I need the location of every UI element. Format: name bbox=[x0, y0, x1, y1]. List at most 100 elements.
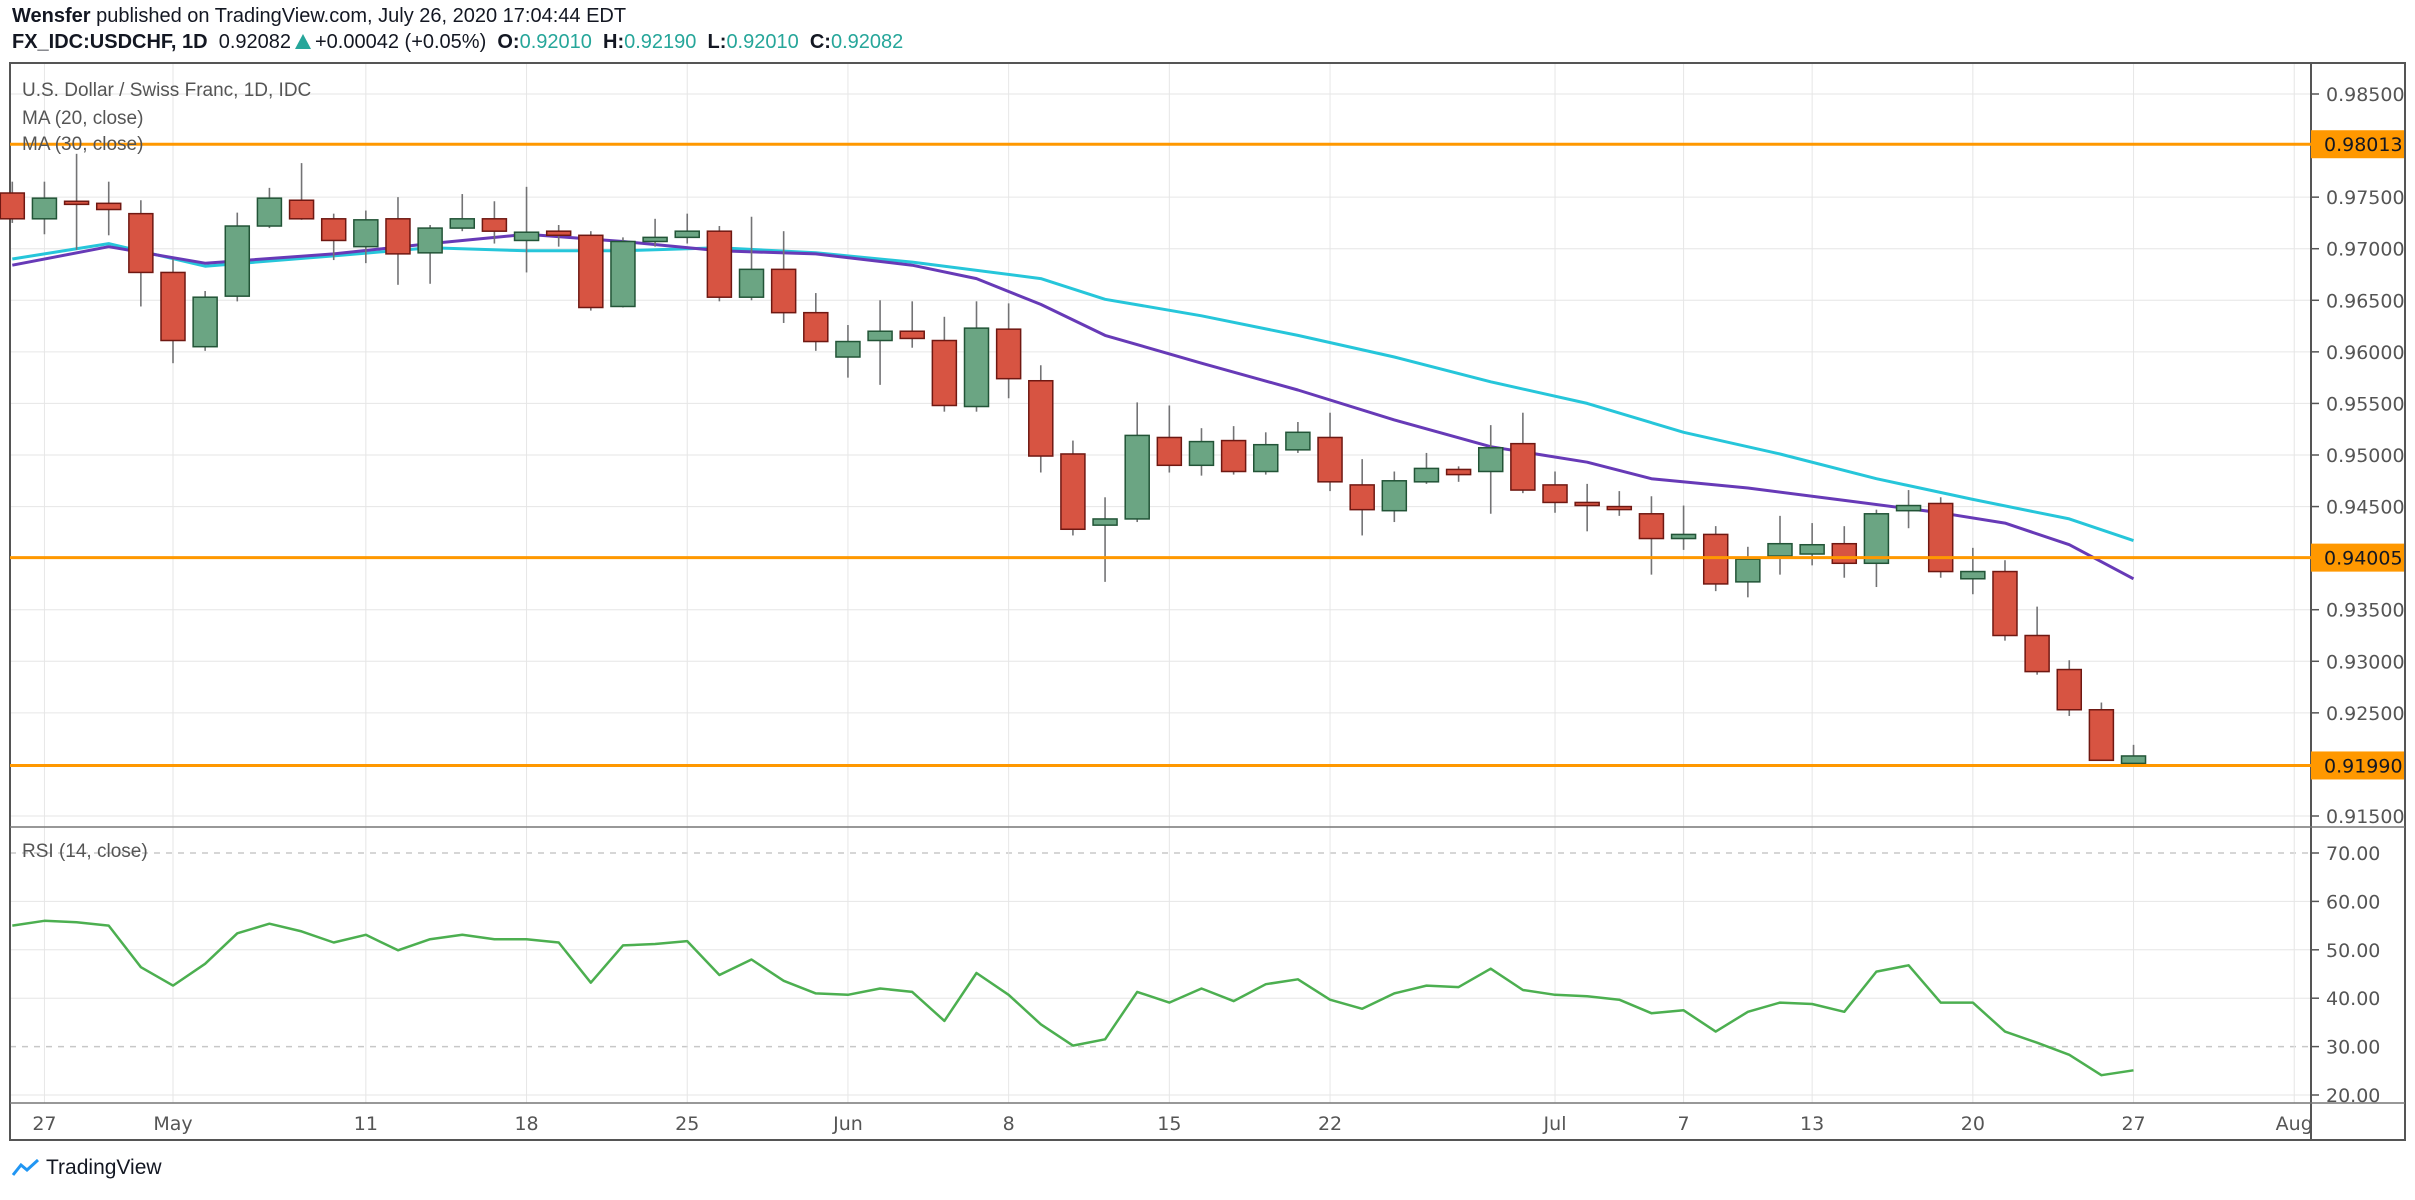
candle-body[interactable] bbox=[31, 197, 58, 220]
candle-body[interactable] bbox=[1124, 434, 1150, 520]
candle-body[interactable] bbox=[95, 202, 122, 211]
candle-body[interactable] bbox=[931, 339, 958, 407]
candle-body[interactable] bbox=[1445, 468, 1472, 476]
candle-body[interactable] bbox=[256, 197, 283, 227]
candle-body[interactable] bbox=[1477, 447, 1504, 473]
candle-body[interactable] bbox=[1188, 440, 1215, 467]
candle-body[interactable] bbox=[1285, 431, 1311, 451]
candle-body[interactable] bbox=[1510, 442, 1536, 491]
rsi-tick-label: 70.00 bbox=[2326, 843, 2380, 865]
candle-body[interactable] bbox=[1638, 513, 1665, 540]
candle-body[interactable] bbox=[1060, 453, 1086, 531]
candle-body[interactable] bbox=[2056, 668, 2083, 711]
ma20-legend[interactable]: MA (20, close) bbox=[22, 108, 144, 129]
series-title: U.S. Dollar / Swiss Franc, 1D, IDC bbox=[22, 80, 312, 101]
candle-body[interactable] bbox=[770, 268, 797, 314]
candle-body[interactable] bbox=[0, 192, 26, 220]
candle-body[interactable] bbox=[1381, 480, 1408, 512]
candle-body[interactable] bbox=[738, 268, 765, 298]
candle-body[interactable] bbox=[1574, 501, 1600, 507]
candle-body[interactable] bbox=[417, 227, 443, 254]
candle-body[interactable] bbox=[128, 212, 154, 274]
candle-body[interactable] bbox=[1156, 436, 1183, 467]
candle-body[interactable] bbox=[610, 240, 636, 308]
candle-body[interactable] bbox=[1606, 505, 1633, 511]
publish-info: Wensfer published on TradingView.com, Ju… bbox=[12, 5, 626, 28]
candle-body[interactable] bbox=[899, 330, 925, 340]
candle-body[interactable] bbox=[1702, 533, 1729, 585]
level-price-tag bbox=[2311, 751, 2404, 780]
candle-body[interactable] bbox=[1767, 542, 1793, 557]
level-price-tag bbox=[2311, 130, 2404, 159]
price-tick-label: 0.96000 bbox=[2326, 342, 2405, 364]
price-tick-label: 0.95500 bbox=[2326, 393, 2405, 415]
candle-body[interactable] bbox=[224, 225, 251, 297]
candle-body[interactable] bbox=[160, 271, 186, 342]
candle-body[interactable] bbox=[1799, 543, 1825, 555]
candle-body[interactable] bbox=[867, 330, 893, 342]
candle-body[interactable] bbox=[2024, 634, 2050, 673]
candle-body[interactable] bbox=[1863, 513, 1890, 565]
candle-body[interactable] bbox=[1960, 570, 1986, 580]
rsi-tick-label: 30.00 bbox=[2326, 1037, 2380, 1059]
rsi-tick-label: 50.00 bbox=[2326, 940, 2380, 962]
candle-body[interactable] bbox=[1317, 436, 1343, 483]
rsi-tick-label: 40.00 bbox=[2326, 988, 2380, 1010]
candle-body[interactable] bbox=[1735, 558, 1761, 583]
candle-body[interactable] bbox=[1220, 439, 1247, 473]
candle-body[interactable] bbox=[513, 231, 540, 242]
candle-body[interactable] bbox=[1253, 443, 1279, 473]
ma30-legend[interactable]: MA (30, close) bbox=[22, 134, 144, 155]
candle-body[interactable] bbox=[449, 218, 476, 229]
logo-text: TradingView bbox=[46, 1156, 162, 1179]
time-tick-label: Jun bbox=[832, 1113, 863, 1135]
candle-body[interactable] bbox=[835, 340, 861, 358]
candle-body[interactable] bbox=[1542, 484, 1568, 504]
last-price: 0.92082 bbox=[218, 31, 291, 53]
candle-body[interactable] bbox=[192, 296, 218, 348]
candle-body[interactable] bbox=[1992, 570, 2018, 637]
candle-body[interactable] bbox=[1413, 467, 1440, 483]
candle-body[interactable] bbox=[481, 218, 508, 232]
candle-body[interactable] bbox=[642, 236, 668, 243]
author-name[interactable]: Wensfer bbox=[12, 5, 91, 27]
tradingview-logo[interactable]: TradingView bbox=[12, 1156, 162, 1180]
candle-body[interactable] bbox=[2120, 755, 2147, 765]
candle-body[interactable] bbox=[578, 234, 604, 309]
candle-body[interactable] bbox=[674, 230, 700, 239]
rsi-tick-label: 20.00 bbox=[2326, 1085, 2380, 1107]
candle-body[interactable] bbox=[963, 327, 990, 408]
level-price-tag bbox=[2311, 543, 2404, 572]
time-tick-label: 13 bbox=[1800, 1113, 1824, 1135]
price-tick-label: 0.92500 bbox=[2326, 703, 2405, 725]
candle-body[interactable] bbox=[63, 200, 90, 206]
price-tick-label: 0.97000 bbox=[2326, 239, 2405, 261]
candle-body[interactable] bbox=[385, 218, 411, 255]
candle-body[interactable] bbox=[288, 199, 315, 220]
candle-body[interactable] bbox=[706, 230, 733, 298]
candle-body[interactable] bbox=[995, 328, 1022, 380]
candle-body[interactable] bbox=[353, 219, 379, 248]
high-value: 0.92190 bbox=[624, 31, 697, 53]
candle-body[interactable] bbox=[545, 230, 572, 237]
rsi-legend[interactable]: RSI (14, close) bbox=[22, 841, 148, 862]
candle-body[interactable] bbox=[1831, 542, 1858, 565]
candle-body[interactable] bbox=[1670, 533, 1697, 540]
candle-body[interactable] bbox=[1092, 518, 1118, 526]
level-price-label: 0.94005 bbox=[2324, 548, 2403, 570]
candle-body[interactable] bbox=[320, 218, 347, 242]
time-tick-label: 27 bbox=[32, 1113, 56, 1135]
candle-body[interactable] bbox=[1028, 379, 1054, 457]
price-tick-label: 0.95000 bbox=[2326, 445, 2405, 467]
candle-body[interactable] bbox=[1927, 502, 1954, 573]
candle-body[interactable] bbox=[803, 311, 829, 343]
candle-body[interactable] bbox=[1349, 484, 1375, 511]
close-value: 0.92082 bbox=[830, 31, 904, 53]
open-value: 0.92010 bbox=[519, 31, 592, 53]
candle-body[interactable] bbox=[2088, 709, 2115, 762]
time-tick-label: May bbox=[153, 1113, 192, 1135]
candle-body[interactable] bbox=[1895, 504, 1922, 512]
time-tick-label: 8 bbox=[1003, 1113, 1015, 1135]
time-tick-label: 15 bbox=[1157, 1113, 1181, 1135]
